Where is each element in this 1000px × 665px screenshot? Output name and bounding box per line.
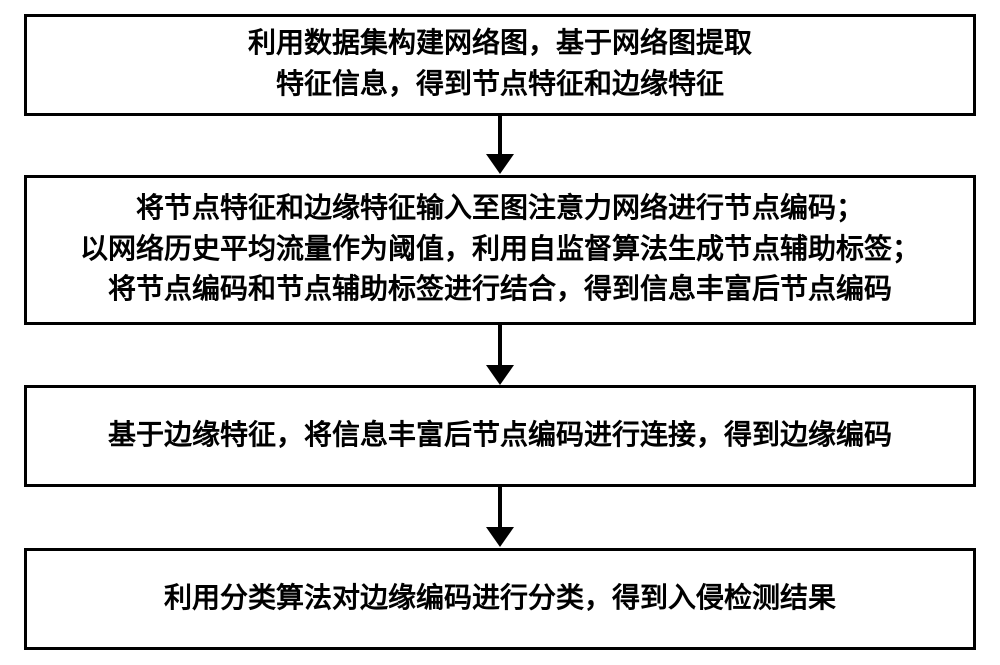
arrow-head-icon <box>486 154 514 174</box>
flow-node-3: 基于边缘特征，将信息丰富后节点编码进行连接，得到边缘编码 <box>24 385 976 487</box>
arrow-shaft <box>498 325 502 365</box>
flow-node-3-text: 基于边缘特征，将信息丰富后节点编码进行连接，得到边缘编码 <box>108 416 892 457</box>
flow-node-1: 利用数据集构建网络图，基于网络图提取特征信息，得到节点特征和边缘特征 <box>24 14 976 116</box>
arrow-shaft <box>498 487 502 527</box>
flow-arrow-1 <box>486 116 514 174</box>
flow-arrow-3 <box>486 487 514 547</box>
flow-node-1-text: 利用数据集构建网络图，基于网络图提取特征信息，得到节点特征和边缘特征 <box>248 24 752 105</box>
flowchart-canvas: 利用数据集构建网络图，基于网络图提取特征信息，得到节点特征和边缘特征 将节点特征… <box>0 0 1000 665</box>
flow-node-4-text: 利用分类算法对边缘编码进行分类，得到入侵检测结果 <box>164 579 836 620</box>
arrow-head-icon <box>486 527 514 547</box>
flow-node-2-text: 将节点特征和边缘特征输入至图注意力网络进行节点编码；以网络历史平均流量作为阈值，… <box>80 189 920 311</box>
flow-node-2: 将节点特征和边缘特征输入至图注意力网络进行节点编码；以网络历史平均流量作为阈值，… <box>24 175 976 325</box>
arrow-shaft <box>498 116 502 154</box>
flow-node-4: 利用分类算法对边缘编码进行分类，得到入侵检测结果 <box>24 548 976 650</box>
arrow-head-icon <box>486 365 514 385</box>
flow-arrow-2 <box>486 325 514 385</box>
